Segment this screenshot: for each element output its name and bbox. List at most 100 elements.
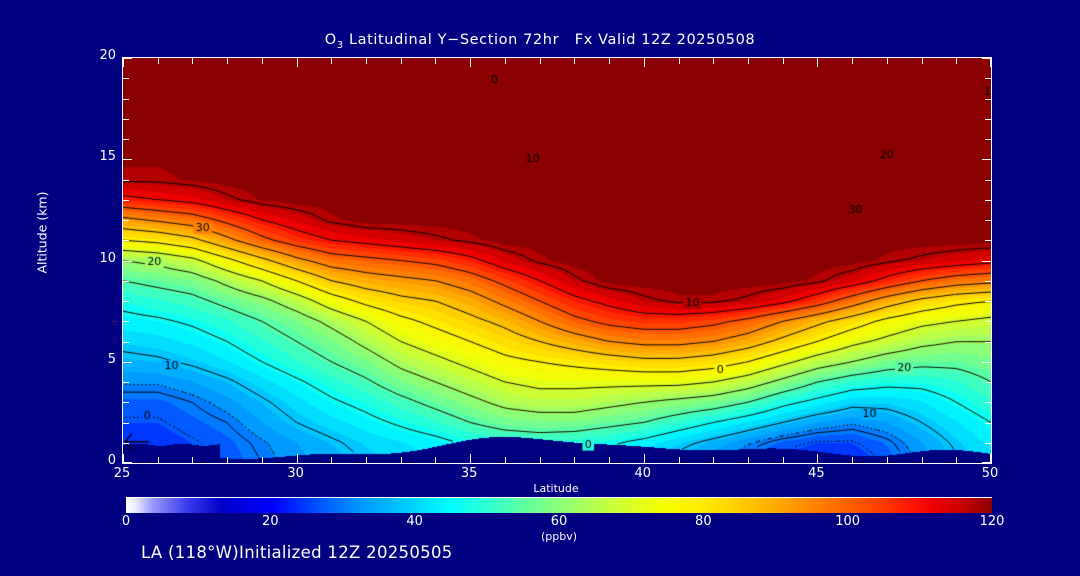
axis-tick-mark xyxy=(985,99,991,100)
axis-tick-mark xyxy=(123,382,129,383)
axis-tick-mark xyxy=(609,457,610,463)
axis-tick-mark xyxy=(123,281,129,282)
axis-tick-mark xyxy=(985,220,991,221)
axis-tick-mark xyxy=(297,454,298,463)
colorbar-tick-label: 0 xyxy=(121,514,131,529)
plot-area xyxy=(122,57,992,464)
axis-tick-mark xyxy=(366,58,367,64)
axis-tick-mark xyxy=(990,454,991,463)
axis-tick-mark xyxy=(123,240,129,241)
axis-tick-mark xyxy=(783,457,784,463)
axis-tick-mark xyxy=(985,321,991,322)
axis-tick-mark xyxy=(123,321,129,322)
colorbar-tick-label: 120 xyxy=(979,514,1005,529)
y-tick-label: 20 xyxy=(99,48,116,63)
axis-tick-mark xyxy=(123,119,129,120)
colorbar-ticks: 0 20 40 60 80 100 120 xyxy=(122,514,1005,532)
axis-tick-mark xyxy=(123,423,129,424)
axis-tick-mark xyxy=(990,58,991,67)
y-tick-label: 5 xyxy=(107,351,116,367)
axis-tick-mark xyxy=(470,58,471,67)
axis-tick-mark xyxy=(982,362,991,363)
axis-tick-mark xyxy=(123,159,132,160)
axis-tick-mark xyxy=(123,220,129,221)
axis-tick-mark xyxy=(887,58,888,64)
axis-tick-mark xyxy=(985,180,991,181)
axis-tick-mark xyxy=(748,58,749,64)
axis-tick-mark xyxy=(192,58,193,64)
axis-tick-mark xyxy=(922,58,923,64)
colorbar: 0 20 40 60 80 100 120 xyxy=(122,497,1004,529)
colorbar-units-label: (ppbv) xyxy=(540,530,578,543)
x-axis-label: Latitude xyxy=(533,482,579,495)
x-tick-label: 30 xyxy=(287,466,304,481)
axis-tick-mark xyxy=(852,457,853,463)
axis-tick-mark xyxy=(123,454,124,463)
title-rest: Latitudinal Y−Section 72hr Fx Valid 12Z … xyxy=(343,32,756,48)
axis-tick-mark xyxy=(985,423,991,424)
axis-tick-mark xyxy=(435,58,436,64)
axis-tick-mark xyxy=(540,457,541,463)
axis-tick-mark xyxy=(123,139,129,140)
axis-tick-mark xyxy=(852,58,853,64)
axis-tick-mark xyxy=(227,58,228,64)
axis-tick-mark xyxy=(985,402,991,403)
axis-tick-mark xyxy=(505,457,506,463)
page-title: O3 Latitudinal Y−Section 72hr Fx Valid 1… xyxy=(0,32,1080,51)
axis-tick-mark xyxy=(748,457,749,463)
axis-tick-mark xyxy=(192,457,193,463)
axis-tick-mark xyxy=(713,457,714,463)
axis-tick-mark xyxy=(985,281,991,282)
axis-tick-mark xyxy=(505,58,506,64)
axis-tick-mark xyxy=(123,58,132,59)
axis-tick-mark xyxy=(985,200,991,201)
colorbar-tick-label: 40 xyxy=(406,514,423,529)
axis-tick-mark xyxy=(123,78,129,79)
colorbar-tick-label: 20 xyxy=(262,514,279,529)
axis-tick-mark xyxy=(158,58,159,64)
colorbar-tick-label: 100 xyxy=(835,514,861,529)
axis-tick-mark xyxy=(783,58,784,64)
axis-tick-mark xyxy=(401,457,402,463)
title-subscript: 3 xyxy=(336,39,344,51)
axis-tick-mark xyxy=(262,457,263,463)
axis-tick-mark xyxy=(366,457,367,463)
axis-tick-mark xyxy=(644,58,645,67)
axis-tick-mark xyxy=(982,159,991,160)
colorbar-gradient xyxy=(126,497,992,513)
y-tick-label: 10 xyxy=(99,250,116,266)
axis-tick-mark xyxy=(985,119,991,120)
axis-tick-mark xyxy=(123,200,129,201)
x-tick-label: 25 xyxy=(113,466,131,481)
axis-tick-mark xyxy=(331,457,332,463)
axis-tick-mark xyxy=(985,382,991,383)
axis-tick-mark xyxy=(982,261,991,262)
axis-tick-mark xyxy=(887,457,888,463)
axis-tick-mark xyxy=(609,58,610,64)
axis-tick-mark xyxy=(540,58,541,64)
axis-tick-mark xyxy=(123,402,129,403)
axis-tick-mark xyxy=(922,457,923,463)
axis-tick-mark xyxy=(123,58,124,67)
axis-tick-mark xyxy=(401,58,402,64)
axis-tick-mark xyxy=(470,454,471,463)
axis-tick-mark xyxy=(574,58,575,64)
x-tick-label: 45 xyxy=(808,466,825,481)
axis-tick-mark xyxy=(985,301,991,302)
x-tick-label: 35 xyxy=(460,466,478,481)
y-axis-ticks: 20 15 10 5 0 xyxy=(70,48,116,468)
title-species: O xyxy=(324,32,337,48)
colorbar-tick-label: 60 xyxy=(550,514,568,529)
axis-tick-mark xyxy=(331,58,332,64)
axis-tick-mark xyxy=(679,58,680,64)
colorbar-tick-label: 80 xyxy=(695,514,712,529)
y-axis-label: Altitude (km) xyxy=(34,191,50,274)
axis-tick-mark xyxy=(985,240,991,241)
axis-tick-mark xyxy=(123,301,129,302)
axis-tick-mark xyxy=(435,457,436,463)
y-tick-label: 0 xyxy=(107,453,116,468)
axis-tick-mark xyxy=(227,457,228,463)
axis-tick-mark xyxy=(679,457,680,463)
axis-tick-mark xyxy=(985,139,991,140)
